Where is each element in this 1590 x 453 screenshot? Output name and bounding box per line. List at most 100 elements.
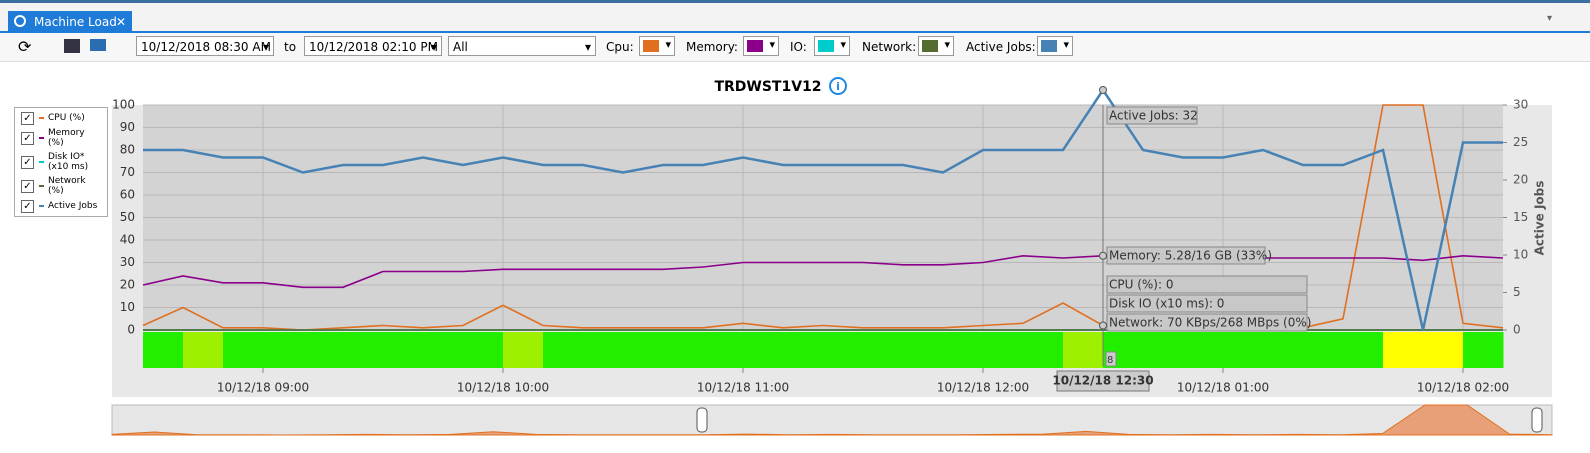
y-tick-label: 0 xyxy=(127,323,135,337)
legend-swatch xyxy=(39,205,44,207)
io-label: IO: xyxy=(790,40,807,54)
heat-cell xyxy=(463,332,504,368)
heat-cell xyxy=(143,332,184,368)
legend-checkbox[interactable]: ✓ xyxy=(21,155,34,169)
filter-dropdown[interactable]: All xyxy=(448,36,596,57)
legend-checkbox[interactable]: ✓ xyxy=(21,199,34,213)
info-icon[interactable] xyxy=(829,77,847,95)
legend-item[interactable]: ✓ Memory (%) xyxy=(15,128,107,148)
heat-cell xyxy=(783,332,824,368)
heat-cell xyxy=(183,332,224,368)
y-tick-label: 20 xyxy=(120,278,135,292)
io-color[interactable] xyxy=(814,36,850,56)
y2-tick-label: 0 xyxy=(1513,323,1521,337)
navigator-handle[interactable] xyxy=(696,407,708,433)
tooltip-box xyxy=(1106,313,1308,332)
y2-tick-label: 15 xyxy=(1513,210,1528,224)
y-tick-label: 60 xyxy=(120,188,135,202)
legend-item[interactable]: ✓ Network (%) xyxy=(15,176,107,196)
legend-item[interactable]: ✓ CPU (%) xyxy=(15,108,107,128)
heat-cell xyxy=(903,332,944,368)
legend-swatch xyxy=(39,117,44,119)
toolbar: ⟳ 10/12/2018 08:30 AM to 10/12/2018 02:1… xyxy=(0,33,1590,62)
memory-label: Memory: xyxy=(686,40,738,54)
hover-point xyxy=(1099,321,1107,330)
hover-x-box xyxy=(1056,370,1150,392)
heat-cell xyxy=(343,332,384,368)
info-icon-glyph: i xyxy=(836,80,840,93)
refresh-button[interactable]: ⟳ xyxy=(18,37,32,56)
y-tick-label: 70 xyxy=(120,165,135,179)
y2-tick-label: 25 xyxy=(1513,135,1528,149)
legend-checkbox[interactable]: ✓ xyxy=(21,131,34,145)
y2-axis-title: Active Jobs xyxy=(1533,181,1547,256)
tooltip-text: Memory: 5.28/16 GB (33%) xyxy=(1109,249,1272,263)
tooltip-box xyxy=(1106,246,1266,265)
tooltip-text: Network: 70 KBps/268 MBps (0%) xyxy=(1109,316,1311,330)
heat-cell xyxy=(1063,332,1104,368)
tab-menu[interactable]: ▾ xyxy=(1546,13,1552,24)
heat-cell xyxy=(1463,332,1504,368)
tooltip-text: Active Jobs: 32 xyxy=(1109,109,1198,123)
legend-label: CPU (%) xyxy=(48,113,85,123)
heat-cell xyxy=(1023,332,1064,368)
to-date[interactable]: 10/12/2018 02:10 PM xyxy=(304,36,442,57)
heat-cell xyxy=(823,332,864,368)
servers-button[interactable] xyxy=(64,39,80,53)
hover-point xyxy=(1099,86,1107,94)
jobs-color[interactable] xyxy=(1037,36,1073,56)
tooltip-text: CPU (%): 0 xyxy=(1109,278,1173,292)
to-label: to xyxy=(284,40,297,54)
tab-title: Machine Load xyxy=(34,15,117,29)
y2-tick-label: 20 xyxy=(1513,173,1528,187)
count-box xyxy=(1105,351,1117,367)
hover-x-label: 10/12/18 12:30 xyxy=(1052,374,1153,388)
heat-cell xyxy=(1183,332,1224,368)
top-border xyxy=(0,0,1590,3)
monitor-button[interactable] xyxy=(90,39,106,51)
y-tick-label: 80 xyxy=(120,143,135,157)
legend-label: Network (%) xyxy=(48,176,86,196)
memory-color[interactable] xyxy=(743,36,779,56)
heat-cell xyxy=(1263,332,1304,368)
heat-cell xyxy=(583,332,624,368)
y-tick-label: 90 xyxy=(120,120,135,134)
tooltip-text: Disk IO (x10 ms): 0 xyxy=(1109,297,1224,311)
network-label: Network: xyxy=(862,40,917,54)
legend-label: Disk IO* (x10 ms) xyxy=(48,152,89,172)
heat-cell xyxy=(943,332,984,368)
heat-cell xyxy=(263,332,304,368)
y-tick-label: 40 xyxy=(120,233,135,247)
heat-cell xyxy=(743,332,784,368)
y-tick-label: 10 xyxy=(120,300,135,314)
network-color[interactable] xyxy=(918,36,954,56)
heat-cell xyxy=(423,332,464,368)
x-tick-label: 10/12/18 11:00 xyxy=(697,381,789,395)
x-tick-label: 10/12/18 10:00 xyxy=(457,381,549,395)
cpu-color[interactable] xyxy=(639,36,675,56)
tab-close[interactable]: ✕ xyxy=(116,15,127,29)
chart-title: TRDWST1V12 xyxy=(714,79,821,95)
navigator xyxy=(111,404,1553,436)
legend-label: Active Jobs xyxy=(48,201,98,211)
legend-label: Memory (%) xyxy=(48,128,85,148)
series-line xyxy=(142,252,1504,289)
heat-cell xyxy=(983,332,1024,368)
legend-item[interactable]: ✓ Active Jobs xyxy=(15,196,107,216)
legend-checkbox[interactable]: ✓ xyxy=(21,179,34,193)
legend-item[interactable]: ✓ Disk IO* (x10 ms) xyxy=(15,148,107,176)
x-tick-label: 10/12/18 02:00 xyxy=(1417,381,1509,395)
heat-cell xyxy=(383,332,424,368)
heat-cell xyxy=(663,332,704,368)
legend-checkbox[interactable]: ✓ xyxy=(21,111,34,125)
heat-cell xyxy=(1303,332,1344,368)
legend-swatch xyxy=(39,185,44,187)
tab-bar: Machine Load ✕ ▾ xyxy=(0,3,1590,33)
legend-swatch xyxy=(39,137,44,139)
tab[interactable]: Machine Load ✕ xyxy=(8,11,132,33)
heat-cell xyxy=(303,332,344,368)
navigator-handle[interactable] xyxy=(1531,407,1543,433)
y-tick-label: 30 xyxy=(120,255,135,269)
from-date[interactable]: 10/12/2018 08:30 AM xyxy=(136,36,274,57)
